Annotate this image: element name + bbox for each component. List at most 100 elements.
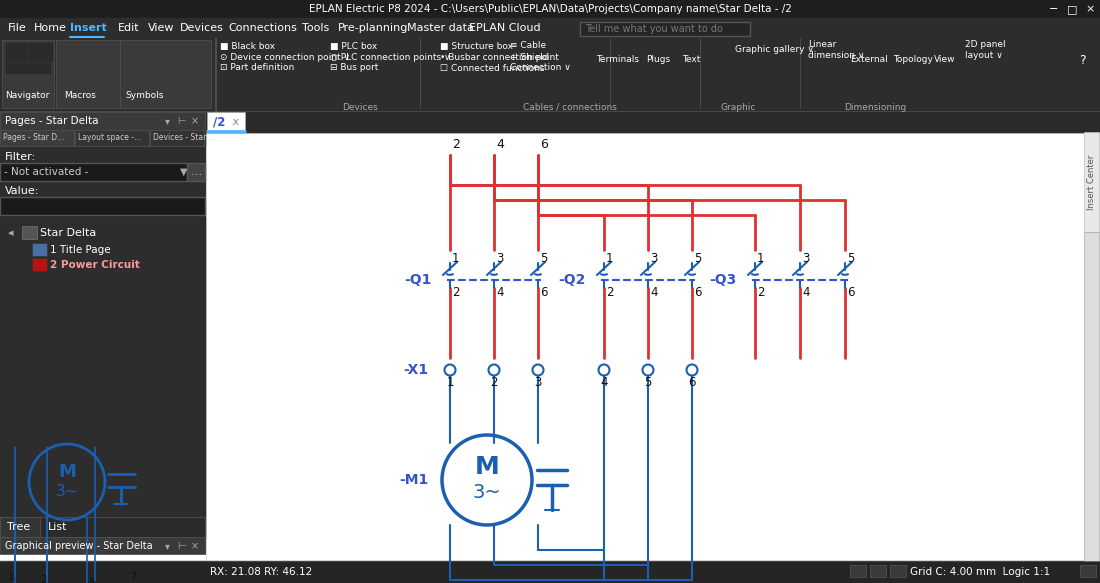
- Text: M: M: [474, 455, 499, 479]
- Text: 2: 2: [757, 286, 764, 298]
- Text: EPLAN Electric P8 2024 - C:\Users\Public\EPLAN\Data\Projects\Company name\Star D: EPLAN Electric P8 2024 - C:\Users\Public…: [309, 4, 791, 14]
- Text: 5: 5: [645, 377, 651, 389]
- Text: List: List: [48, 522, 67, 532]
- Text: 1: 1: [606, 251, 614, 265]
- Text: • Busbar connection point: • Busbar connection point: [440, 52, 559, 61]
- Text: Value:: Value:: [6, 186, 40, 196]
- Text: Grid C: 4.00 mm  Logic 1:1: Grid C: 4.00 mm Logic 1:1: [910, 567, 1050, 577]
- Bar: [187, 163, 205, 181]
- Text: ×: ×: [191, 541, 199, 551]
- Bar: [0, 18, 1100, 38]
- Bar: [22, 226, 37, 239]
- Bar: [6, 63, 50, 73]
- Text: 1: 1: [757, 251, 764, 265]
- Text: ■ Black box: ■ Black box: [220, 41, 275, 51]
- Bar: [0, 130, 74, 146]
- Bar: [0, 163, 187, 181]
- Text: 1 Title Page: 1 Title Page: [50, 245, 111, 255]
- Text: ■ Structure box: ■ Structure box: [440, 41, 513, 51]
- Text: ☐ Connected functions: ☐ Connected functions: [440, 64, 544, 72]
- Bar: [0, 555, 205, 561]
- Text: View: View: [934, 55, 956, 65]
- Text: 3: 3: [496, 251, 504, 265]
- Bar: [0, 197, 205, 215]
- Text: Devices - Star ...: Devices - Star ...: [153, 134, 216, 142]
- Text: ⊡ Part definition: ⊡ Part definition: [220, 64, 295, 72]
- Text: Connections: Connections: [228, 23, 297, 33]
- Text: 6: 6: [540, 286, 548, 298]
- Text: -M1: -M1: [398, 473, 428, 487]
- Text: −: −: [1049, 4, 1058, 14]
- Text: Text: Text: [682, 55, 701, 65]
- Bar: [0, 38, 1100, 112]
- Text: x: x: [229, 117, 239, 127]
- Bar: [32, 243, 47, 256]
- Bar: [890, 565, 906, 577]
- Text: Devices: Devices: [180, 23, 224, 33]
- Text: Connection ∨: Connection ∨: [510, 64, 571, 72]
- Text: 4: 4: [802, 286, 810, 298]
- Text: …: …: [190, 167, 201, 177]
- Bar: [870, 565, 886, 577]
- Bar: [28, 43, 52, 61]
- Text: Plugs: Plugs: [646, 55, 670, 65]
- Text: Macros: Macros: [64, 90, 96, 100]
- Text: RX: 21.08 RY: 46.12: RX: 21.08 RY: 46.12: [210, 567, 312, 577]
- Text: External: External: [850, 55, 888, 65]
- Text: Filter:: Filter:: [6, 152, 36, 162]
- Text: 4: 4: [601, 377, 607, 389]
- Text: Topology: Topology: [893, 55, 933, 65]
- Text: Star Delta: Star Delta: [40, 228, 97, 238]
- Bar: [1084, 132, 1099, 232]
- Text: Home: Home: [34, 23, 67, 33]
- Text: + Shield: + Shield: [510, 52, 549, 61]
- Bar: [56, 40, 211, 108]
- Text: 2: 2: [452, 286, 460, 298]
- Bar: [6, 43, 26, 61]
- Bar: [150, 130, 204, 146]
- Text: 3: 3: [650, 251, 658, 265]
- Text: 1: 1: [8, 572, 14, 582]
- Bar: [1082, 0, 1099, 18]
- Bar: [32, 258, 47, 271]
- Text: - Not activated -: - Not activated -: [4, 167, 88, 177]
- Text: Terminals: Terminals: [596, 55, 639, 65]
- Bar: [850, 565, 866, 577]
- Text: Layout space -...: Layout space -...: [78, 134, 141, 142]
- Bar: [580, 22, 750, 36]
- Text: 2 Power Circuit: 2 Power Circuit: [50, 260, 140, 270]
- Text: ×: ×: [191, 116, 199, 126]
- Text: ⊢: ⊢: [177, 116, 186, 126]
- Text: Master data: Master data: [407, 23, 474, 33]
- Text: Linear
dimension ∨: Linear dimension ∨: [808, 40, 865, 59]
- Text: 3~: 3~: [473, 483, 502, 503]
- Text: ▾: ▾: [165, 541, 169, 551]
- Text: □: □: [1067, 4, 1077, 14]
- Text: Pages - Star Delta: Pages - Star Delta: [6, 116, 99, 126]
- Text: 3: 3: [535, 377, 541, 389]
- Text: ○ PLC connection points ∨: ○ PLC connection points ∨: [330, 52, 451, 61]
- Text: Symbols: Symbols: [125, 90, 164, 100]
- Text: 6: 6: [847, 286, 855, 298]
- Text: -X1: -X1: [403, 363, 428, 377]
- Text: 2: 2: [40, 575, 46, 583]
- Text: Edit: Edit: [118, 23, 140, 33]
- Text: 3~: 3~: [56, 484, 78, 500]
- Text: Dimensioning: Dimensioning: [844, 103, 906, 111]
- Bar: [0, 112, 205, 130]
- Text: 2: 2: [452, 139, 460, 152]
- Text: ■ PLC box: ■ PLC box: [330, 41, 377, 51]
- Text: 3: 3: [88, 578, 95, 583]
- Text: Tell me what you want to do: Tell me what you want to do: [585, 24, 723, 34]
- Text: 6: 6: [694, 286, 702, 298]
- Bar: [1064, 0, 1081, 18]
- Text: 4: 4: [496, 139, 504, 152]
- Bar: [1046, 0, 1063, 18]
- Text: ⊟ Bus port: ⊟ Bus port: [330, 64, 378, 72]
- Text: 4: 4: [650, 286, 658, 298]
- Text: -Q1: -Q1: [405, 273, 432, 287]
- Text: Devices: Devices: [342, 103, 378, 111]
- Text: ≡ Cable: ≡ Cable: [510, 41, 546, 51]
- Text: -Q2: -Q2: [559, 273, 586, 287]
- Text: File: File: [8, 23, 26, 33]
